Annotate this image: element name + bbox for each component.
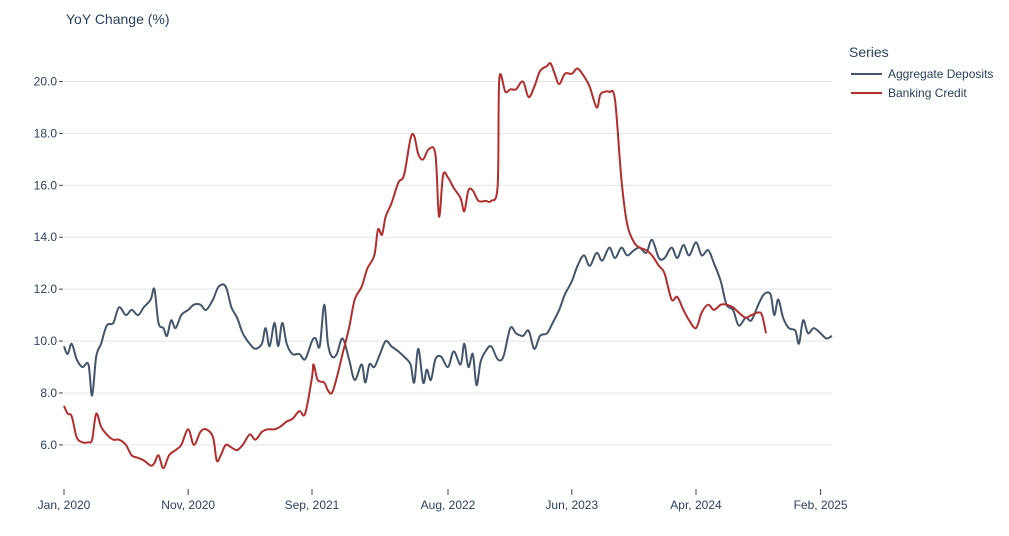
y-tick-label: 6.0 bbox=[40, 438, 57, 452]
x-tick-label: Aug, 2022 bbox=[421, 498, 476, 512]
y-tick-label: 20.0 bbox=[34, 75, 58, 89]
legend-label-aggregate-deposits[interactable]: Aggregate Deposits bbox=[888, 67, 993, 81]
legend-title: Series bbox=[849, 44, 889, 60]
x-tick-label: Apr, 2024 bbox=[670, 498, 722, 512]
x-tick-label: Jun, 2023 bbox=[545, 498, 598, 512]
legend[interactable]: Series Aggregate Deposits Banking Credit bbox=[849, 44, 993, 100]
series-line-aggregate-deposits[interactable] bbox=[63, 238, 833, 397]
y-tick-label: 8.0 bbox=[40, 386, 57, 400]
x-axis-ticks: Jan, 2020 Nov, 2020 Sep, 2021 Aug, 2022 Jun,… bbox=[38, 489, 848, 512]
y-tick-label: 18.0 bbox=[34, 126, 58, 140]
legend-label-banking-credit[interactable]: Banking Credit bbox=[888, 86, 967, 100]
y-tick-label: 10.0 bbox=[34, 334, 58, 348]
y-axis-ticks: 6.0 8.0 10.0 12.0 14.0 16.0 18.0 20.0 bbox=[34, 75, 63, 452]
x-tick-label: Nov, 2020 bbox=[161, 498, 215, 512]
x-tick-label: Jan, 2020 bbox=[38, 498, 91, 512]
y-axis-title: YoY Change (%) bbox=[66, 11, 170, 27]
x-tick-label: Feb, 2025 bbox=[794, 498, 848, 512]
y-tick-label: 12.0 bbox=[34, 282, 58, 296]
series-lines bbox=[63, 62, 833, 470]
x-tick-label: Sep, 2021 bbox=[285, 498, 340, 512]
y-tick-label: 16.0 bbox=[34, 178, 58, 192]
series-line-banking-credit[interactable] bbox=[63, 62, 767, 470]
gridlines bbox=[64, 81, 832, 446]
y-tick-label: 14.0 bbox=[34, 230, 58, 244]
